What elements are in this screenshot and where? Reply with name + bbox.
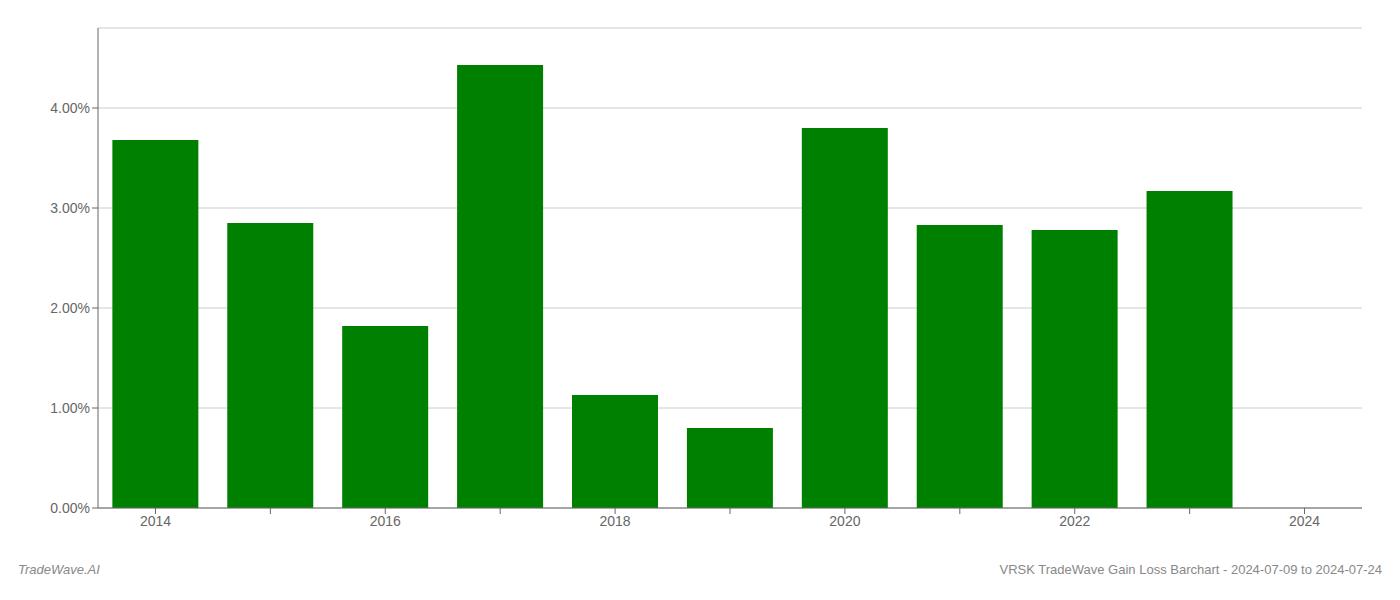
svg-text:2018: 2018	[600, 513, 631, 529]
svg-text:2.00%: 2.00%	[50, 300, 90, 316]
svg-text:2022: 2022	[1059, 513, 1090, 529]
svg-text:3.00%: 3.00%	[50, 200, 90, 216]
svg-text:2016: 2016	[370, 513, 401, 529]
svg-text:2024: 2024	[1289, 513, 1320, 529]
svg-text:4.00%: 4.00%	[50, 100, 90, 116]
svg-text:2014: 2014	[140, 513, 171, 529]
html-text:VRSK TradeWave Gain Loss Barch: VRSK TradeWave Gain Loss Barchart - 2024…	[999, 562, 1382, 577]
svg-text:1.00%: 1.00%	[50, 400, 90, 416]
html-text:TradeWave.AI: TradeWave.AI	[18, 562, 100, 577]
svg-text:2020: 2020	[829, 513, 860, 529]
svg-text:0.00%: 0.00%	[50, 500, 90, 516]
